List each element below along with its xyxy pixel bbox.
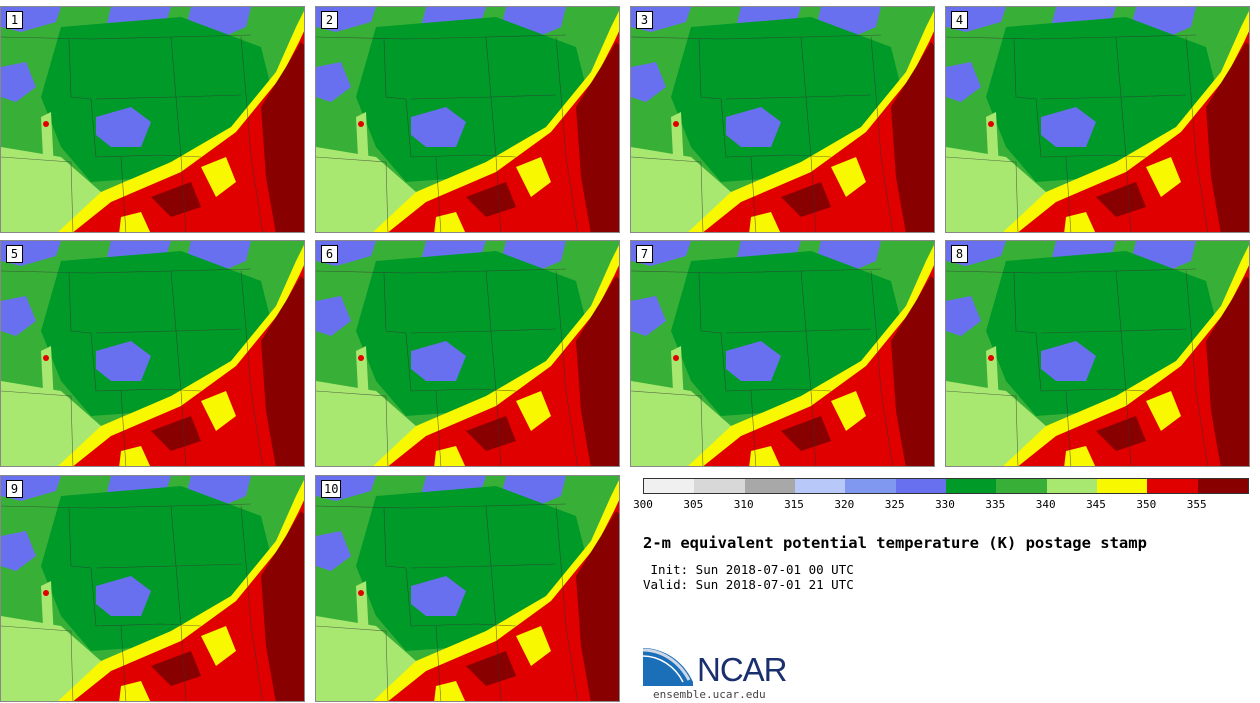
theta-e-map xyxy=(631,241,934,466)
website-label: ensemble.ucar.edu xyxy=(653,688,766,701)
theta-e-map xyxy=(946,241,1249,466)
time-info: Init: Sun 2018-07-01 00 UTC Valid: Sun 20… xyxy=(643,562,854,592)
colorbar-segment xyxy=(1197,479,1248,493)
plot-title: 2-m equivalent potential temperature (K)… xyxy=(643,534,1147,552)
colorbar-tick-label: 325 xyxy=(884,498,905,511)
ncar-logo-icon xyxy=(643,648,693,686)
init-time: Init: Sun 2018-07-01 00 UTC xyxy=(643,562,854,577)
logo-text: NCAR xyxy=(697,651,788,688)
postage-stamp-panel: 3 xyxy=(630,6,935,233)
colorbar-tick-label: 300 xyxy=(633,498,653,511)
valid-time: Valid: Sun 2018-07-01 21 UTC xyxy=(643,577,854,592)
theta-e-map xyxy=(316,7,619,232)
colorbar-segment xyxy=(1046,479,1097,493)
member-number: 7 xyxy=(636,245,653,263)
colorbar-segment xyxy=(996,479,1047,493)
member-number: 2 xyxy=(321,11,338,29)
colorbar-segment xyxy=(945,479,997,493)
colorbar-tick-label: 350 xyxy=(1136,498,1157,511)
theta-e-map xyxy=(631,7,934,232)
colorbar xyxy=(643,478,1249,494)
colorbar-tick-label: 355 xyxy=(1186,498,1207,511)
colorbar-segment xyxy=(845,479,896,493)
postage-stamp-panel: 7 xyxy=(630,240,935,467)
postage-stamp-panel: 4 xyxy=(945,6,1250,233)
postage-stamp-panel: 2 xyxy=(315,6,620,233)
theta-e-map xyxy=(1,476,304,701)
theta-e-map xyxy=(1,7,304,232)
member-number: 6 xyxy=(321,245,338,263)
member-number: 4 xyxy=(951,11,968,29)
postage-stamp-panel: 5 xyxy=(0,240,305,467)
colorbar-tick-label: 345 xyxy=(1086,498,1106,511)
colorbar-segment xyxy=(794,479,846,493)
colorbar-segment xyxy=(744,479,795,493)
colorbar-tick-label: 330 xyxy=(935,498,955,511)
member-number: 10 xyxy=(321,480,342,498)
member-number: 9 xyxy=(6,480,23,498)
member-number: 3 xyxy=(636,11,653,29)
colorbar-tick-label: 340 xyxy=(1035,498,1056,511)
postage-stamp-panel: 9 xyxy=(0,475,305,702)
postage-stamp-panel: 10 xyxy=(315,475,620,702)
theta-e-map xyxy=(316,476,619,701)
colorbar-tick-label: 305 xyxy=(683,498,704,511)
colorbar-segment xyxy=(1147,479,1198,493)
colorbar-segment xyxy=(644,479,695,493)
colorbar-tick-label: 320 xyxy=(834,498,855,511)
colorbar-segment xyxy=(694,479,745,493)
member-number: 1 xyxy=(6,11,23,29)
theta-e-map xyxy=(316,241,619,466)
colorbar-segment xyxy=(895,479,946,493)
colorbar-tick-label: 335 xyxy=(985,498,1006,511)
postage-stamp-panel: 1 xyxy=(0,6,305,233)
postage-stamp-panel: 8 xyxy=(945,240,1250,467)
member-number: 8 xyxy=(951,245,968,263)
colorbar-segment xyxy=(1096,479,1148,493)
colorbar-tick-label: 310 xyxy=(733,498,754,511)
member-number: 5 xyxy=(6,245,23,263)
colorbar-tick-label: 315 xyxy=(784,498,804,511)
theta-e-map xyxy=(946,7,1249,232)
postage-stamp-panel: 6 xyxy=(315,240,620,467)
theta-e-map xyxy=(1,241,304,466)
